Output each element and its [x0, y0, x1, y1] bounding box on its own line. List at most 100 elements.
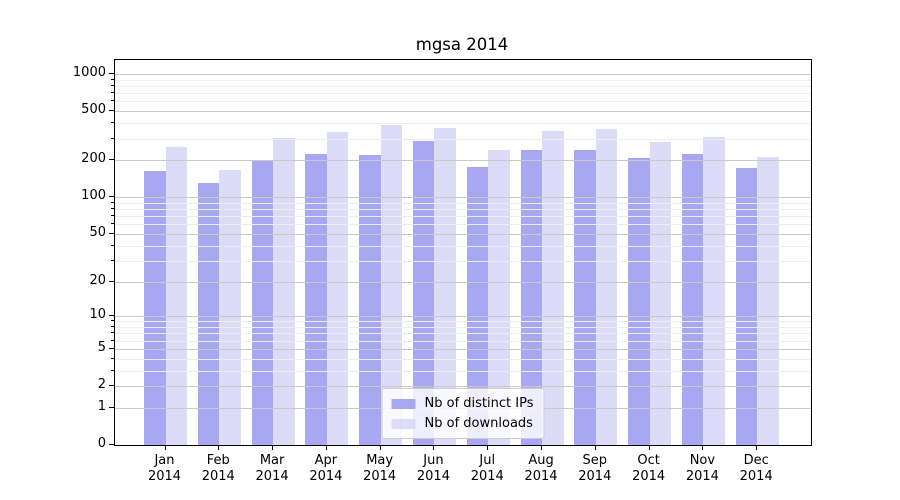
x-tick-label: Feb 2014 — [188, 453, 248, 484]
y-minor-tick-mark — [111, 208, 114, 210]
bar-oct-ips — [628, 158, 650, 445]
y-tick-mark — [109, 110, 114, 112]
y-minor-tick-mark — [111, 85, 114, 87]
y-tick-label: 1000 — [72, 65, 106, 81]
y-tick-mark — [109, 159, 114, 161]
x-tick-label-line: Oct — [637, 453, 660, 468]
bars-layer — [115, 60, 811, 445]
y-tick-mark — [109, 232, 114, 234]
y-tick-mark — [109, 347, 114, 349]
bar-aug-downloads — [542, 130, 564, 445]
y-minor-tick-mark — [111, 339, 114, 341]
bar-may-ips — [359, 155, 381, 445]
x-tick-mark — [272, 445, 274, 451]
bar-feb-downloads — [219, 170, 241, 445]
y-tick-label: 20 — [89, 272, 106, 288]
y-minor-tick-mark — [111, 201, 114, 203]
y-tick-label: 50 — [89, 224, 106, 240]
x-tick-mark — [487, 445, 489, 451]
x-tick-label: Oct 2014 — [619, 453, 679, 484]
chart-title: mgsa 2014 — [415, 35, 509, 54]
y-minor-tick-mark — [111, 259, 114, 261]
bar-jan-downloads — [165, 147, 187, 445]
bar-sep-downloads — [595, 129, 618, 445]
legend-item: Nb of downloads — [391, 416, 534, 431]
x-tick-mark — [164, 445, 166, 451]
y-minor-tick-mark — [111, 137, 114, 139]
x-tick-label-line: Jun — [423, 453, 444, 468]
x-tick-label-line: Nov — [689, 453, 716, 468]
y-minor-tick-mark — [111, 244, 114, 246]
x-tick-label: Jun 2014 — [403, 453, 463, 484]
y-minor-tick-mark — [111, 122, 114, 124]
y-tick-mark — [109, 280, 114, 282]
x-tick-label-line: Jan — [154, 453, 175, 468]
x-tick-label: Dec 2014 — [726, 453, 786, 484]
legend-swatch — [391, 418, 416, 429]
x-tick-label-line: Aug — [528, 453, 554, 468]
legend-swatch — [391, 398, 416, 409]
y-minor-tick-mark — [111, 357, 114, 359]
y-minor-tick-mark — [111, 78, 114, 80]
x-tick-label-line: Dec — [743, 453, 769, 468]
legend-label: Nb of downloads — [424, 416, 533, 431]
x-tick-label-line: 2014 — [739, 468, 773, 484]
x-tick-label: Jul 2014 — [457, 453, 517, 484]
y-tick-label: 200 — [81, 151, 106, 167]
y-tick-mark — [109, 444, 114, 445]
y-tick-label: 0 — [97, 436, 106, 451]
y-minor-tick-mark — [111, 320, 114, 322]
x-tick-mark — [648, 445, 650, 451]
x-tick-label-line: 2014 — [470, 468, 504, 484]
x-tick-label-line: 2014 — [578, 468, 612, 484]
x-tick-label: Jan 2014 — [135, 453, 195, 484]
bar-feb-ips — [197, 183, 220, 445]
x-tick-label: Apr 2014 — [296, 453, 356, 484]
x-tick-label-line: Sep — [582, 453, 608, 468]
bar-dec-ips — [735, 168, 758, 445]
y-minor-tick-mark — [111, 215, 114, 217]
bar-nov-ips — [681, 154, 704, 445]
x-tick-mark — [325, 445, 327, 451]
y-minor-tick-mark — [111, 223, 114, 225]
bar-mar-downloads — [273, 137, 295, 445]
bar-dec-downloads — [757, 156, 779, 445]
x-tick-label-line: 2014 — [524, 468, 558, 484]
y-tick-mark — [109, 196, 114, 198]
y-tick-mark — [109, 73, 114, 75]
x-tick-label-line: 2014 — [685, 468, 719, 484]
bar-may-downloads — [380, 124, 403, 445]
y-tick-mark — [109, 385, 114, 387]
y-minor-tick-mark — [111, 326, 114, 328]
x-tick-label-line: 2014 — [309, 468, 343, 484]
x-tick-label-line: 2014 — [363, 468, 397, 484]
legend-item: Nb of distinct IPs — [391, 396, 534, 411]
y-minor-tick-mark — [111, 92, 114, 94]
y-tick-label: 100 — [81, 188, 106, 204]
y-tick-label: 2 — [97, 377, 106, 393]
bar-sep-ips — [574, 149, 596, 445]
x-tick-label: Nov 2014 — [672, 453, 732, 484]
x-tick-label-line: Apr — [314, 453, 338, 468]
x-tick-label: Aug 2014 — [511, 453, 571, 484]
y-tick-mark — [109, 406, 114, 408]
legend: Nb of distinct IPs Nb of downloads — [381, 388, 545, 439]
bar-nov-downloads — [703, 136, 725, 445]
x-tick-mark — [702, 445, 704, 451]
y-tick-label: 5 — [97, 339, 106, 355]
x-tick-label-line: 2014 — [147, 468, 182, 484]
x-tick-label-line: 2014 — [201, 468, 235, 484]
y-tick-label: 10 — [89, 307, 106, 323]
x-tick-mark — [379, 445, 381, 451]
x-tick-mark — [218, 445, 220, 451]
x-tick-mark — [756, 445, 758, 451]
legend-label: Nb of distinct IPs — [424, 396, 534, 411]
x-tick-label: May 2014 — [350, 453, 410, 484]
bar-oct-downloads — [649, 141, 672, 445]
x-tick-label-line: 2014 — [632, 468, 666, 484]
plot-area: Nb of distinct IPs Nb of downloads — [114, 59, 812, 446]
bar-jul-ips — [466, 166, 489, 445]
y-tick-label: 500 — [81, 102, 106, 118]
bar-apr-ips — [305, 154, 327, 445]
